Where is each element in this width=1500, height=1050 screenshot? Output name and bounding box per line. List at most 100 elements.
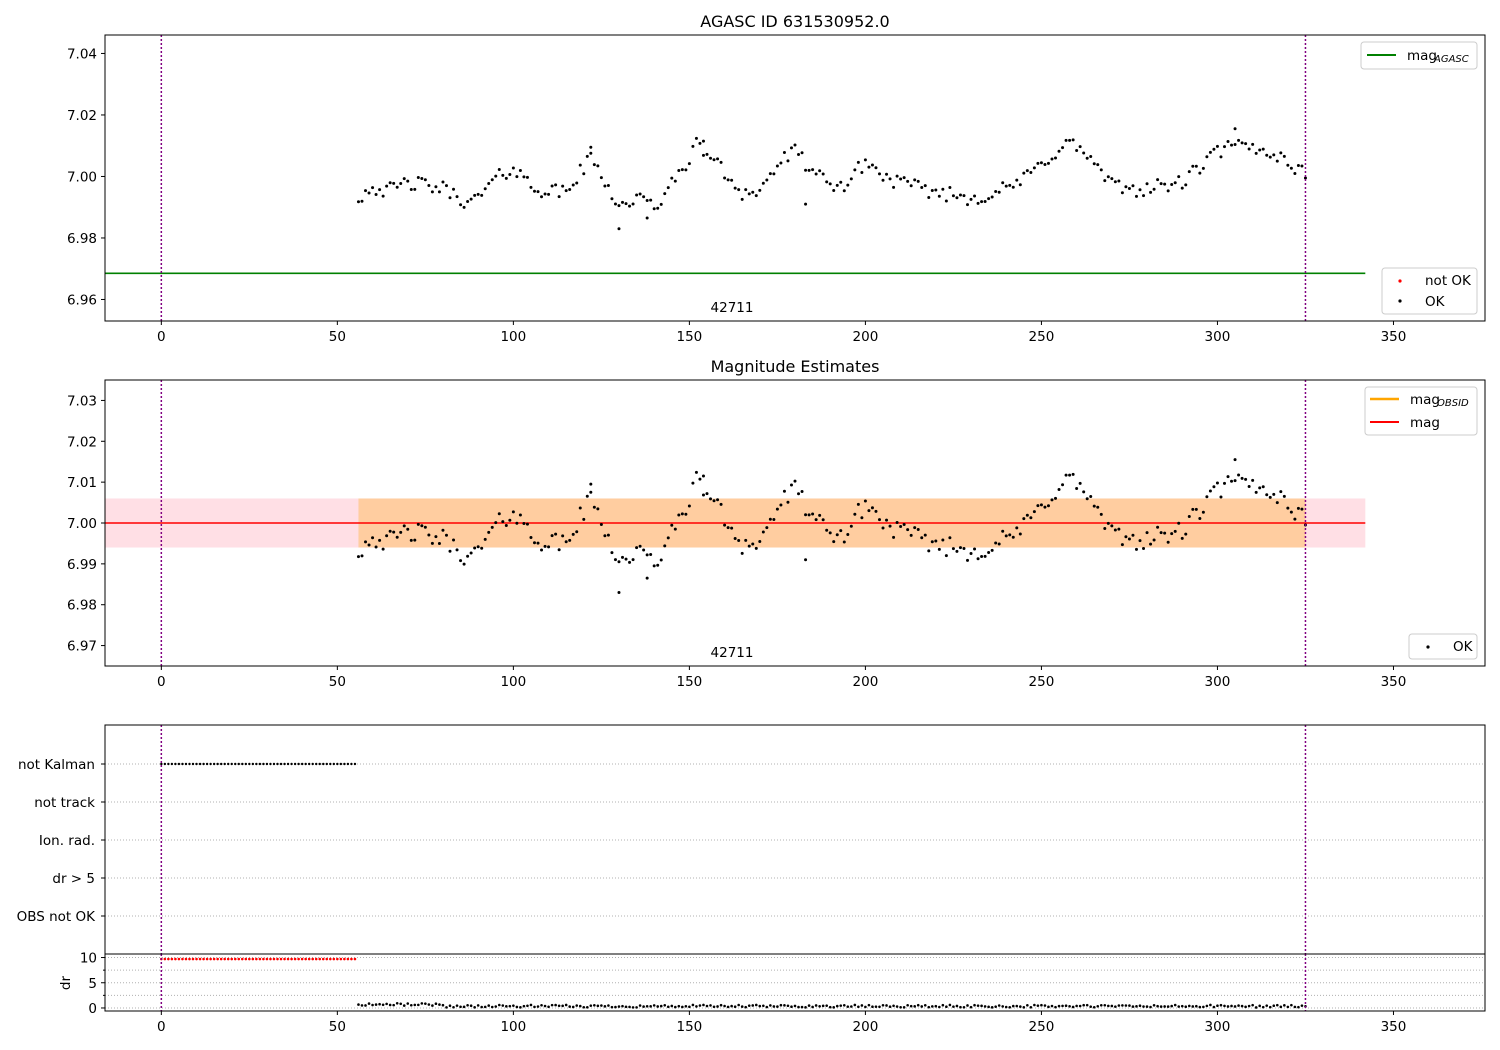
data-point bbox=[765, 526, 769, 530]
dr-point-not-ok bbox=[293, 957, 297, 961]
dr-point bbox=[582, 1005, 586, 1009]
dr-point bbox=[427, 1003, 431, 1006]
flag-point bbox=[241, 762, 244, 766]
data-point bbox=[557, 195, 561, 199]
x-tick-label: 0 bbox=[157, 674, 166, 690]
data-point bbox=[1117, 527, 1121, 531]
dr-point bbox=[1114, 1005, 1117, 1008]
dr-point bbox=[938, 1005, 941, 1009]
data-point bbox=[997, 190, 1001, 194]
dr-point bbox=[388, 1003, 392, 1007]
dr-point bbox=[1233, 1005, 1237, 1008]
data-point bbox=[557, 548, 561, 552]
data-point bbox=[740, 551, 744, 555]
dr-point bbox=[614, 1005, 617, 1009]
data-point bbox=[842, 540, 846, 544]
flag-point bbox=[336, 762, 339, 766]
data-point bbox=[874, 509, 878, 513]
data-point bbox=[659, 202, 663, 206]
data-point bbox=[1089, 494, 1093, 498]
dr-point-not-ok bbox=[216, 957, 219, 961]
dr-point bbox=[790, 1005, 793, 1009]
dr-point bbox=[543, 1004, 547, 1008]
data-point bbox=[723, 523, 727, 527]
data-point bbox=[1222, 481, 1226, 485]
data-point bbox=[1068, 138, 1072, 142]
data-point bbox=[631, 558, 635, 562]
flag-point bbox=[188, 762, 191, 766]
data-point bbox=[1156, 525, 1160, 529]
dr-point-not-ok bbox=[170, 957, 174, 961]
data-point bbox=[392, 181, 396, 185]
dr-point-not-ok bbox=[332, 957, 336, 961]
data-point bbox=[1226, 475, 1230, 479]
data-point bbox=[1001, 529, 1005, 533]
flag-point bbox=[258, 762, 262, 766]
data-point bbox=[420, 524, 424, 528]
dr-point bbox=[417, 1003, 420, 1007]
dr-point-not-ok bbox=[174, 957, 177, 961]
data-point bbox=[652, 207, 656, 211]
data-point bbox=[1156, 178, 1160, 182]
data-point bbox=[399, 182, 403, 186]
dr-point-not-ok bbox=[318, 957, 322, 961]
dr-point bbox=[740, 1005, 744, 1008]
data-point bbox=[459, 559, 463, 563]
data-point bbox=[980, 200, 984, 204]
legend-label-not-ok: not OK bbox=[1425, 273, 1472, 289]
data-point bbox=[899, 524, 903, 528]
data-point bbox=[613, 558, 617, 562]
data-point bbox=[536, 541, 540, 545]
data-point bbox=[1198, 171, 1202, 175]
data-point bbox=[501, 173, 505, 177]
x-tick-label: 350 bbox=[1381, 674, 1407, 690]
data-point bbox=[730, 526, 734, 530]
dr-point bbox=[1040, 1003, 1043, 1007]
data-point bbox=[1159, 182, 1163, 186]
dr-point bbox=[357, 1003, 360, 1006]
data-point bbox=[1275, 159, 1279, 163]
dr-point bbox=[885, 1004, 888, 1007]
data-point bbox=[789, 483, 793, 487]
flag-point bbox=[181, 762, 184, 766]
data-point bbox=[828, 182, 832, 186]
dr-point-not-ok bbox=[167, 957, 170, 961]
data-point bbox=[480, 546, 484, 550]
data-point bbox=[1149, 542, 1153, 546]
data-point bbox=[416, 522, 420, 526]
data-point bbox=[430, 190, 434, 194]
dr-point bbox=[508, 1004, 512, 1008]
data-point bbox=[782, 151, 786, 155]
dr-point bbox=[1279, 1005, 1283, 1009]
data-point bbox=[687, 504, 691, 508]
data-point bbox=[758, 540, 762, 544]
data-point bbox=[666, 536, 670, 540]
data-point bbox=[621, 200, 624, 204]
dr-point bbox=[547, 1005, 550, 1009]
data-point bbox=[1205, 155, 1209, 159]
dr-point bbox=[1272, 1004, 1276, 1008]
data-point bbox=[571, 183, 575, 187]
legend-subscript-obsid: OBSID bbox=[1437, 398, 1469, 409]
dr-point bbox=[483, 1005, 487, 1009]
dr-point bbox=[1054, 1005, 1057, 1009]
data-point bbox=[466, 200, 470, 204]
dr-point bbox=[469, 1004, 473, 1008]
data-point bbox=[1261, 147, 1265, 151]
dr-point-not-ok bbox=[314, 957, 318, 961]
data-point bbox=[1212, 147, 1216, 151]
data-point bbox=[406, 179, 410, 183]
data-point bbox=[423, 525, 427, 529]
y-tick-label: 5 bbox=[88, 976, 97, 992]
data-point bbox=[1050, 157, 1054, 161]
data-point bbox=[775, 164, 779, 168]
dr-point bbox=[522, 1004, 526, 1008]
data-point bbox=[1247, 485, 1251, 489]
data-point bbox=[603, 184, 607, 188]
data-point bbox=[983, 200, 987, 204]
data-point bbox=[1303, 176, 1307, 180]
data-point bbox=[849, 177, 853, 181]
flag-point bbox=[191, 762, 195, 766]
data-point bbox=[916, 179, 920, 183]
data-point bbox=[916, 527, 920, 531]
